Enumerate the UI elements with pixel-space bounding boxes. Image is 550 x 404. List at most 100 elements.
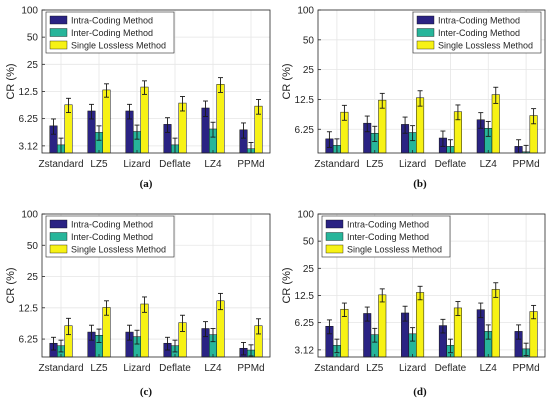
legend-label: Inter-Coding Method: [71, 28, 153, 38]
x-tick-label: Zstandard: [38, 159, 83, 170]
legend-swatch-intra: [416, 15, 435, 25]
x-tick-label: LZ4: [480, 159, 498, 170]
error-bar: [218, 292, 223, 311]
error-bar: [104, 300, 109, 316]
y-tick-label: 3.12: [19, 141, 39, 152]
legend: Intra-Coding Method Inter-Coding Method Si…: [321, 215, 451, 258]
legend-swatch-single: [416, 40, 435, 50]
legend-label: Single Lossless Method: [71, 41, 166, 51]
x-tick-label: Deflate: [435, 363, 467, 374]
error-bar: [203, 100, 208, 117]
error-bar: [256, 318, 261, 335]
error-bar: [341, 302, 347, 318]
error-bar: [410, 125, 416, 142]
legend-swatch-single: [49, 40, 68, 50]
error-bar: [485, 324, 491, 340]
error-bar: [127, 103, 132, 120]
legend-label: Inter-Coding Method: [347, 232, 429, 242]
error-bar: [218, 77, 223, 93]
chart-panel-a: 3.12 6.25 12.5 25 50 100 Zstandard LZ5 Lizard Def…: [5, 6, 271, 190]
axes-frame: [41, 213, 271, 358]
y-tick-label: 6.25: [19, 335, 39, 346]
error-bar: [142, 80, 147, 95]
y-axis-label: CR (%): [281, 63, 293, 99]
error-bar: [210, 121, 216, 138]
error-bar: [402, 305, 408, 322]
legend-box: [321, 215, 451, 258]
legend-swatch-single: [325, 244, 344, 254]
error-bar: [478, 112, 484, 129]
error-bar: [440, 130, 446, 147]
y-tick-label: 50: [303, 35, 315, 46]
y-tick-label: 25: [27, 272, 39, 283]
x-tick-label: Zstandard: [314, 159, 359, 170]
error-bar: [172, 339, 178, 353]
error-bar: [241, 122, 246, 139]
y-tick-label: 12.5: [295, 95, 315, 106]
error-bar: [372, 125, 378, 142]
error-bar: [58, 339, 64, 353]
bar-single: [491, 289, 500, 358]
error-bar: [326, 319, 332, 335]
axes-frame: [317, 9, 546, 154]
error-bar: [66, 317, 71, 336]
x-tick-label: PPMd: [512, 159, 539, 170]
x-tick-label: LZ4: [480, 363, 498, 374]
legend-label: Intra-Coding Method: [71, 16, 153, 26]
x-tick-label: PPMd: [237, 159, 264, 170]
error-bar: [142, 296, 147, 313]
legend-swatch-single: [49, 244, 68, 254]
y-tick-label: 100: [297, 210, 314, 221]
legend-swatch-intra: [325, 219, 344, 229]
x-tick-label: LZ4: [204, 159, 222, 170]
chart-panel-c: 6.25 12.5 25 50 100 Zstandard LZ5 Lizard Deflate…: [5, 210, 271, 398]
error-bar: [180, 314, 185, 332]
legend-box: [412, 11, 542, 54]
bar-single: [416, 292, 425, 358]
error-bar: [104, 83, 109, 98]
error-bar: [256, 98, 261, 115]
error-bar: [89, 103, 94, 120]
y-tick-label: 50: [303, 237, 315, 248]
error-bar: [341, 104, 347, 121]
y-tick-label: 25: [303, 264, 315, 275]
x-tick-label: LZ5: [90, 363, 108, 374]
error-bar: [96, 328, 102, 343]
error-bar: [531, 304, 537, 320]
error-bar: [180, 96, 185, 112]
error-bar: [134, 124, 140, 140]
legend-box: [45, 215, 175, 258]
error-bar: [210, 328, 216, 343]
bar-single: [378, 294, 387, 358]
legend-label: Single Lossless Method: [71, 245, 166, 255]
error-bar: [134, 329, 140, 345]
y-tick-label: 12.5: [19, 87, 39, 98]
x-tick-label: LZ4: [204, 363, 222, 374]
error-bar: [531, 108, 537, 125]
x-tick-label: Deflate: [435, 159, 467, 170]
y-tick-label: 12.5: [295, 291, 315, 302]
chart-panel-b: 6.25 12.5 25 50 100 Zstandard LZ5 Lizard Deflate…: [281, 6, 546, 190]
axes-frame: [41, 9, 271, 154]
x-tick-label: Lizard: [123, 363, 150, 374]
error-bar: [96, 125, 102, 141]
error-bar: [165, 336, 170, 351]
panel-caption: (a): [140, 178, 153, 190]
error-bar: [241, 341, 246, 356]
legend-swatch-inter: [49, 28, 68, 37]
legend-label: Intra-Coding Method: [438, 16, 520, 26]
error-bar: [402, 116, 408, 134]
y-tick-label: 50: [27, 33, 39, 44]
x-tick-label: PPMd: [237, 363, 264, 374]
x-tick-label: Deflate: [159, 363, 191, 374]
y-axis-label: CR (%): [281, 267, 293, 303]
error-bar: [417, 285, 423, 301]
y-tick-label: 100: [21, 210, 38, 221]
legend-box: [45, 11, 175, 54]
error-bar: [379, 92, 385, 109]
y-tick-label: 6.25: [295, 125, 315, 136]
error-bar: [127, 324, 132, 341]
panel-caption: (b): [413, 178, 427, 190]
y-tick-label: 6.25: [19, 114, 39, 125]
x-tick-label: Lizard: [399, 159, 426, 170]
